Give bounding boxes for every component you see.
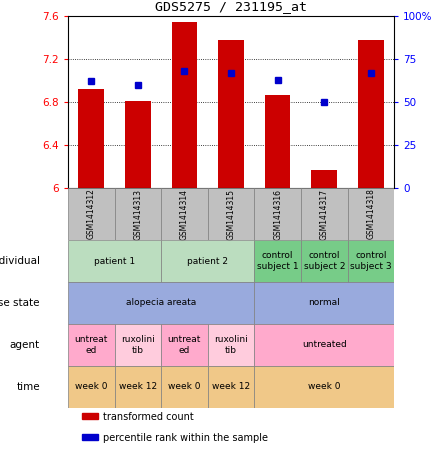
Bar — [254, 188, 301, 240]
Bar — [68, 188, 114, 240]
Bar — [208, 188, 254, 240]
Text: GSM1414315: GSM1414315 — [226, 188, 236, 240]
Bar — [311, 170, 337, 188]
Text: ruxolini
tib: ruxolini tib — [214, 335, 248, 355]
Text: GSM1414317: GSM1414317 — [320, 188, 329, 240]
Text: percentile rank within the sample: percentile rank within the sample — [103, 433, 268, 443]
Text: GSM1414312: GSM1414312 — [87, 188, 95, 240]
Bar — [254, 240, 301, 282]
Text: untreated: untreated — [302, 340, 346, 349]
Text: agent: agent — [10, 340, 40, 350]
Text: normal: normal — [308, 299, 340, 308]
Bar — [161, 324, 208, 366]
Bar — [254, 366, 394, 408]
Bar — [82, 434, 98, 440]
Title: GDS5275 / 231195_at: GDS5275 / 231195_at — [155, 0, 307, 13]
Bar — [348, 240, 394, 282]
Text: GSM1414314: GSM1414314 — [180, 188, 189, 240]
Bar — [161, 366, 208, 408]
Text: time: time — [16, 382, 40, 392]
Bar — [114, 188, 161, 240]
Bar — [265, 96, 290, 188]
Bar — [172, 22, 197, 188]
Text: ruxolini
tib: ruxolini tib — [121, 335, 155, 355]
Bar — [125, 101, 151, 188]
Text: week 0: week 0 — [308, 382, 340, 391]
Text: week 12: week 12 — [212, 382, 250, 391]
Bar — [68, 240, 161, 282]
Text: alopecia areata: alopecia areata — [126, 299, 196, 308]
Bar — [114, 324, 161, 366]
Bar — [68, 282, 254, 324]
Bar — [161, 240, 254, 282]
Bar — [161, 188, 208, 240]
Bar — [68, 366, 114, 408]
Text: control
subject 1: control subject 1 — [257, 251, 298, 271]
Text: patient 2: patient 2 — [187, 256, 228, 265]
Bar — [78, 89, 104, 188]
Text: individual: individual — [0, 256, 40, 266]
Text: week 0: week 0 — [168, 382, 201, 391]
Bar — [254, 282, 394, 324]
Bar — [208, 324, 254, 366]
Bar — [301, 188, 348, 240]
Text: control
subject 3: control subject 3 — [350, 251, 392, 271]
Bar — [218, 39, 244, 188]
Bar — [114, 366, 161, 408]
Bar — [208, 366, 254, 408]
Bar — [301, 240, 348, 282]
Text: untreat
ed: untreat ed — [168, 335, 201, 355]
Text: GSM1414318: GSM1414318 — [367, 188, 375, 240]
Text: disease state: disease state — [0, 298, 40, 308]
Bar — [68, 324, 114, 366]
Text: GSM1414313: GSM1414313 — [133, 188, 142, 240]
Text: untreat
ed: untreat ed — [74, 335, 108, 355]
Bar — [254, 324, 394, 366]
Text: week 12: week 12 — [119, 382, 157, 391]
Text: week 0: week 0 — [75, 382, 107, 391]
Bar — [358, 39, 384, 188]
Text: GSM1414316: GSM1414316 — [273, 188, 282, 240]
Bar — [82, 413, 98, 419]
Text: transformed count: transformed count — [103, 412, 194, 422]
Text: control
subject 2: control subject 2 — [304, 251, 345, 271]
Text: patient 1: patient 1 — [94, 256, 135, 265]
Bar — [348, 188, 394, 240]
